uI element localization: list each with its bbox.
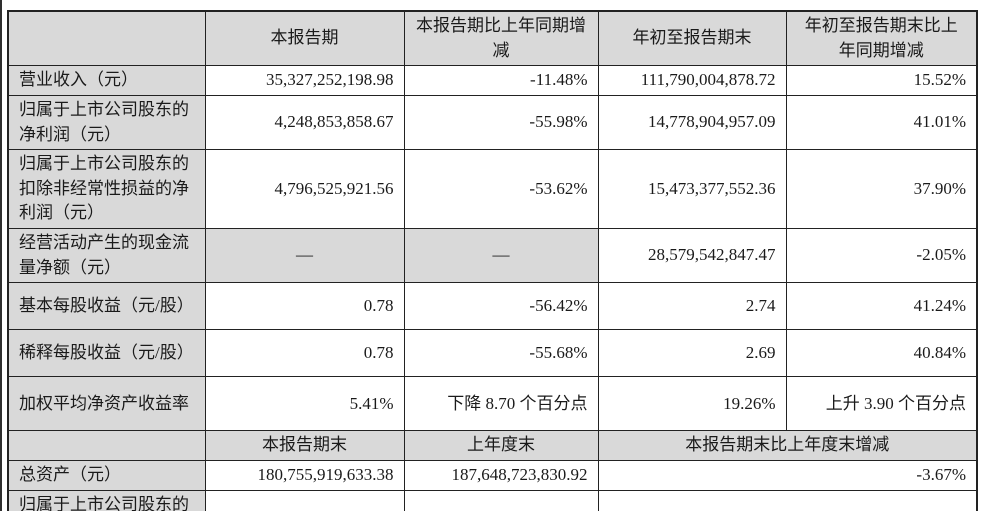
row-operating-revenue: 营业收入（元） 35,327,252,198.98 -11.48% 111,79… [7, 65, 978, 96]
basic-eps-yoy: -56.42% [403, 282, 599, 331]
net-profit-current: 4,248,853,858.67 [204, 94, 405, 151]
revenue-yoy: -11.48% [403, 65, 599, 96]
header-row-period: 本报告期 本报告期比上年同期增减 年初至报告期末 年初至报告期末比上年同期增减 [7, 10, 978, 67]
total-assets-prior-year-end: 187,648,723,830.92 [403, 460, 599, 491]
roe-yoy: 下降 8.70 个百分点 [403, 376, 599, 432]
row-label-net-profit-deducted: 归属于上市公司股东的扣除非经常性损益的净利润（元） [7, 149, 206, 230]
col-header-period-end: 本报告期末 [204, 430, 405, 462]
roe-current: 5.41% [204, 376, 405, 432]
net-profit-yoy: -55.98% [403, 94, 599, 151]
row-label-basic-eps: 基本每股收益（元/股） [7, 282, 206, 331]
corner-header-cell-2 [7, 430, 206, 462]
basic-eps-ytd-yoy: 41.24% [785, 282, 978, 331]
revenue-ytd: 111,790,004,878.72 [597, 65, 787, 96]
row-total-assets: 总资产（元） 180,755,919,633.38 187,648,723,83… [7, 460, 978, 491]
owners-equity-change: 6.72% [597, 489, 978, 511]
total-assets-period-end: 180,755,919,633.38 [204, 460, 405, 491]
page-left-frame-line [0, 0, 2, 511]
row-label-diluted-eps: 稀释每股收益（元/股） [7, 329, 206, 378]
col-header-change-vs-prior-year-end: 本报告期末比上年度末增减 [597, 430, 978, 462]
net-profit-ytd: 14,778,904,957.09 [597, 94, 787, 151]
roe-ytd: 19.26% [597, 376, 787, 432]
row-label-total-assets: 总资产（元） [7, 460, 206, 491]
diluted-eps-current: 0.78 [204, 329, 405, 378]
col-header-prior-year-end: 上年度末 [403, 430, 599, 462]
col-header-ytd-yoy-change: 年初至报告期末比上年同期增减 [785, 10, 978, 67]
financial-summary-table: 本报告期 本报告期比上年同期增减 年初至报告期末 年初至报告期末比上年同期增减 … [7, 10, 978, 511]
row-net-profit: 归属于上市公司股东的净利润（元） 4,248,853,858.67 -55.98… [7, 94, 978, 151]
col-header-current-period: 本报告期 [204, 10, 405, 67]
cash-flow-ytd: 28,579,542,847.47 [597, 228, 787, 284]
row-label-operating-cash-flow: 经营活动产生的现金流量净额（元） [7, 228, 206, 284]
row-label-operating-revenue: 营业收入（元） [7, 65, 206, 96]
revenue-current: 35,327,252,198.98 [204, 65, 405, 96]
header-row-period-end: 本报告期末 上年度末 本报告期末比上年度末增减 [7, 430, 978, 462]
total-assets-change: -3.67% [597, 460, 978, 491]
net-profit-deducted-ytd: 15,473,377,552.36 [597, 149, 787, 230]
row-label-net-profit: 归属于上市公司股东的净利润（元） [7, 94, 206, 151]
row-owners-equity: 归属于上市公司股东的所有者权益（元） 76,870,330,747.41 72,… [7, 489, 978, 511]
net-profit-ytd-yoy: 41.01% [785, 94, 978, 151]
basic-eps-ytd: 2.74 [597, 282, 787, 331]
cash-flow-current-dash: — [204, 228, 405, 284]
row-net-profit-deducted: 归属于上市公司股东的扣除非经常性损益的净利润（元） 4,796,525,921.… [7, 149, 978, 230]
diluted-eps-yoy: -55.68% [403, 329, 599, 378]
row-label-owners-equity: 归属于上市公司股东的所有者权益（元） [7, 489, 206, 511]
diluted-eps-ytd: 2.69 [597, 329, 787, 378]
col-header-ytd: 年初至报告期末 [597, 10, 787, 67]
net-profit-deducted-yoy: -53.62% [403, 149, 599, 230]
cash-flow-ytd-yoy: -2.05% [785, 228, 978, 284]
row-diluted-eps: 稀释每股收益（元/股） 0.78 -55.68% 2.69 40.84% [7, 329, 978, 378]
row-basic-eps: 基本每股收益（元/股） 0.78 -56.42% 2.74 41.24% [7, 282, 978, 331]
row-label-weighted-avg-roe: 加权平均净资产收益率 [7, 376, 206, 432]
col-header-yoy-change: 本报告期比上年同期增减 [403, 10, 599, 67]
net-profit-deducted-ytd-yoy: 37.90% [785, 149, 978, 230]
basic-eps-current: 0.78 [204, 282, 405, 331]
row-operating-cash-flow: 经营活动产生的现金流量净额（元） — — 28,579,542,847.47 -… [7, 228, 978, 284]
owners-equity-period-end: 76,870,330,747.41 [204, 489, 405, 511]
cash-flow-yoy-dash: — [403, 228, 599, 284]
revenue-ytd-yoy: 15.52% [785, 65, 978, 96]
diluted-eps-ytd-yoy: 40.84% [785, 329, 978, 378]
roe-ytd-yoy: 上升 3.90 个百分点 [785, 376, 978, 432]
corner-header-cell [7, 10, 206, 67]
owners-equity-prior-year-end: 72,031,777,857.01 [403, 489, 599, 511]
row-weighted-avg-roe: 加权平均净资产收益率 5.41% 下降 8.70 个百分点 19.26% 上升 … [7, 376, 978, 432]
net-profit-deducted-current: 4,796,525,921.56 [204, 149, 405, 230]
